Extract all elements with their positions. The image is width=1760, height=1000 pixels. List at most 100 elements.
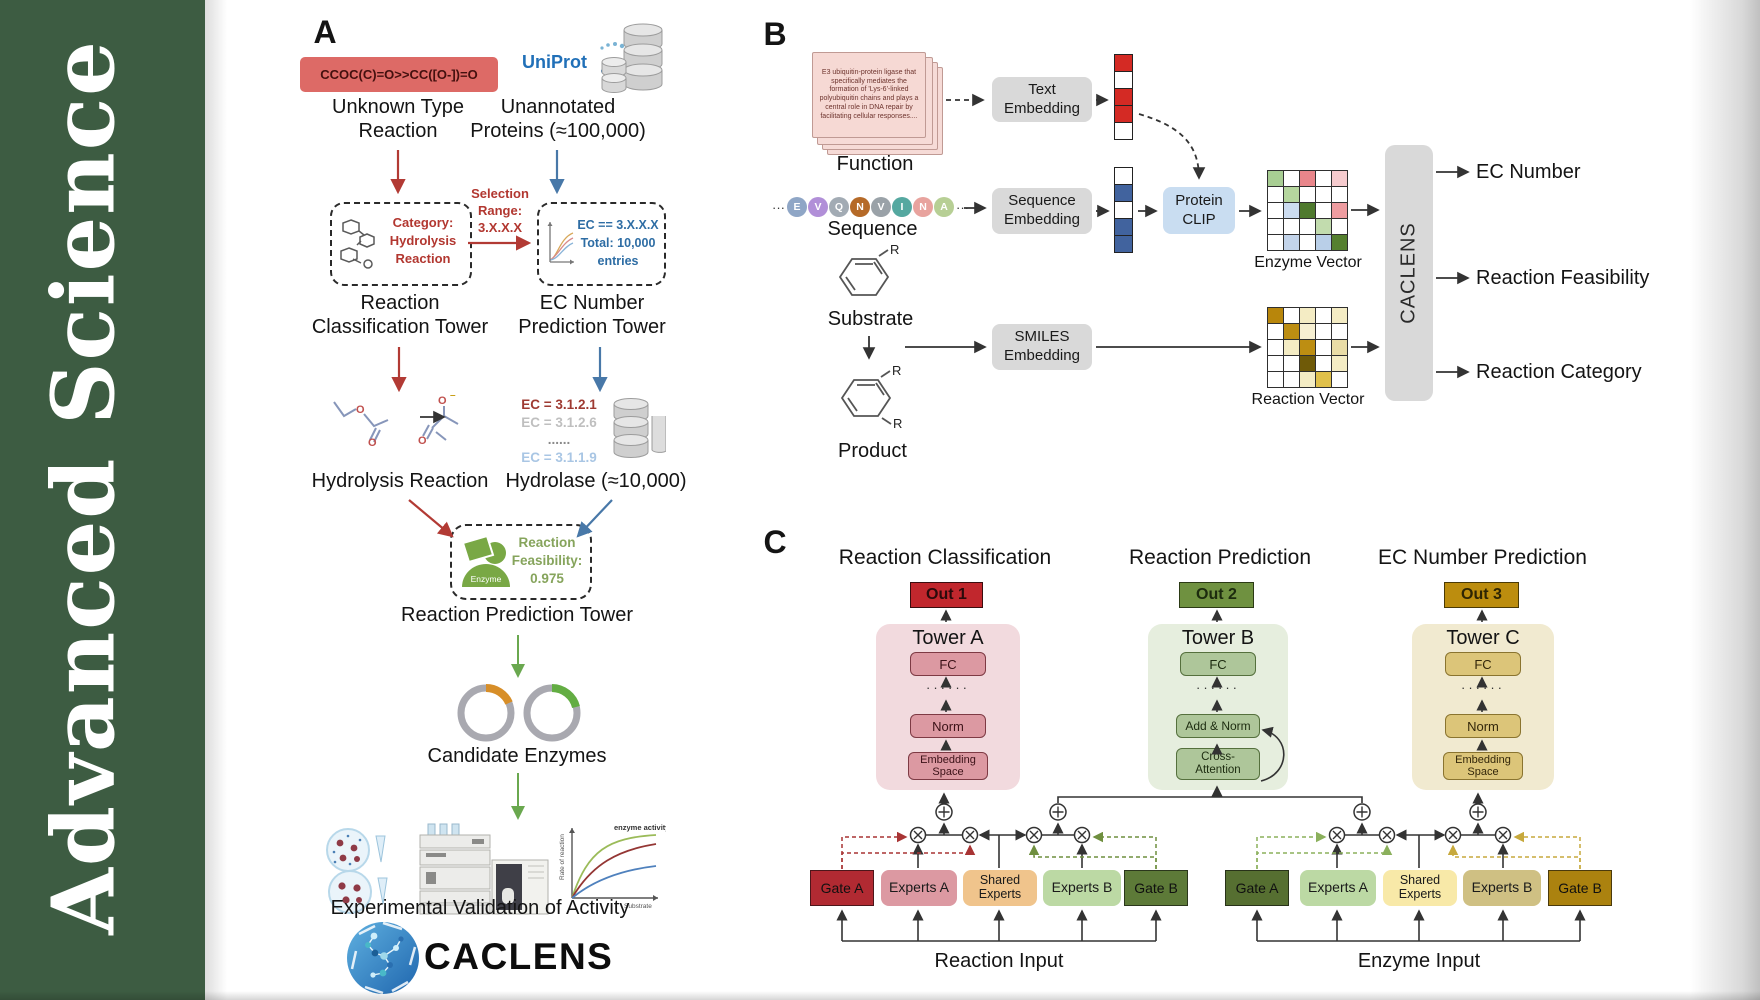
grid-cell	[1282, 233, 1300, 251]
ec-list-item: EC = 3.1.1.9	[521, 449, 597, 465]
moe2-gate-a: Gate A	[1225, 870, 1289, 906]
grid-cell	[1330, 201, 1348, 219]
page-edge-shadow-bottom	[0, 991, 1760, 1000]
grid-cell	[1330, 169, 1348, 187]
uniprot-logo: UniProt	[522, 52, 587, 72]
tower-a-fc: FC	[910, 652, 986, 676]
product-molecule-icon: R R	[840, 364, 902, 430]
grid-cell	[1314, 169, 1332, 187]
reaction-prediction-tower-label: Reaction Prediction Tower	[401, 604, 633, 626]
hydrolase-label: Hydrolase (≈10,000)	[505, 470, 687, 492]
grid-cell	[1298, 169, 1316, 187]
moe1-experts-b: Experts B	[1043, 870, 1121, 906]
svg-text:–: –	[450, 390, 456, 401]
function-cards: E3 ubiquitin-protein ligase that specifi…	[812, 52, 944, 156]
category-label: Category: Hydrolysis Reaction	[389, 215, 457, 267]
tower-c-embedding-space: Embedding Space	[1443, 752, 1523, 780]
amino-acid-chip: E	[787, 197, 807, 217]
reaction-classification-tower-label: Reaction Classification Tower	[311, 292, 489, 338]
smiles-embedding-box: SMILES Embedding	[992, 324, 1092, 370]
grid-cell	[1266, 338, 1284, 356]
vector-cell	[1114, 54, 1133, 72]
grid-cell	[1314, 233, 1332, 251]
tower-c-fc: FC	[1445, 652, 1521, 676]
grid-cell	[1266, 322, 1284, 340]
caclens-wordmark: CACLENS	[424, 936, 614, 977]
selection-range-label: Selection Range: 3.X.X.X	[471, 186, 529, 235]
grid-cell	[1266, 370, 1284, 388]
grid-cell	[1282, 370, 1300, 388]
svg-text:O: O	[418, 435, 427, 447]
grid-cell	[1330, 338, 1348, 356]
ellipsis: ···	[956, 199, 969, 215]
hydrolase-database-icon	[613, 398, 666, 458]
tower-b-add-norm: Add & Norm	[1176, 714, 1260, 738]
moe2-experts-a: Experts A	[1300, 870, 1376, 906]
ec-list-item: ......	[547, 432, 571, 447]
grid-cell	[1266, 354, 1284, 372]
reaction-category-box: Category: Hydrolysis Reaction	[330, 202, 472, 286]
vector-cell	[1114, 122, 1133, 140]
output-reaction-category: Reaction Category	[1476, 361, 1642, 383]
experimental-validation-label: Experimental Validation of Activity	[330, 897, 630, 919]
ec-filter-label: EC == 3.X.X.X Total: 10,000 entries	[577, 218, 659, 269]
ellipsis: ···	[772, 199, 785, 215]
grid-cell	[1298, 306, 1316, 324]
svg-text:O: O	[356, 404, 365, 416]
tower-c-title: Tower C	[1446, 627, 1520, 649]
panel-a-label: A	[313, 14, 337, 50]
grid-cell	[1282, 354, 1300, 372]
grid-cell	[1266, 217, 1284, 235]
candidate-enzymes-label: Candidate Enzymes	[427, 745, 607, 767]
grid-cell	[1298, 185, 1316, 203]
text-embedding-box: Text Embedding	[992, 77, 1092, 122]
vector-cell	[1114, 218, 1133, 236]
ec-list-item: EC = 3.1.2.6	[521, 414, 597, 430]
sidebar-shadow	[205, 0, 227, 1000]
grid-cell	[1298, 233, 1316, 251]
out1-box: Out 1	[910, 582, 983, 608]
unannotated-proteins-label: Unannotated Proteins (≈100,000)	[470, 96, 646, 142]
amino-acid-chip: A	[934, 197, 954, 217]
sequence-embedding-box: Sequence Embedding	[992, 188, 1092, 234]
ec-candidate-list: EC = 3.1.2.1 EC = 3.1.2.6...... EC = 3.1.1…	[516, 396, 602, 466]
tower-a-dots: ······	[926, 680, 970, 695]
protein-clip-box: Protein CLIP	[1163, 187, 1235, 234]
vector-cell	[1114, 88, 1133, 106]
hplc-instrument-icon	[419, 823, 549, 915]
grid-cell	[1266, 201, 1284, 219]
grid-cell	[1282, 169, 1300, 187]
substrate-label: Substrate	[827, 308, 914, 330]
substrate-molecule-icon: R	[838, 244, 899, 296]
vector-cell	[1114, 235, 1133, 253]
caclens-module-box: CACLENS	[1385, 145, 1433, 401]
grid-cell	[1330, 322, 1348, 340]
vector-cell	[1114, 184, 1133, 202]
svg-text:R: R	[890, 244, 899, 257]
tower-c: Tower C FC ······ Norm Embedding Space	[1412, 624, 1554, 790]
amino-acid-chip: N	[850, 197, 870, 217]
moe1-gate-a: Gate A	[810, 870, 874, 906]
grid-cell	[1298, 354, 1316, 372]
svg-text:R: R	[893, 416, 902, 430]
reaction-feasibility-box: Reaction Feasibility: 0.975	[450, 524, 592, 600]
output-ec-number: EC Number	[1476, 161, 1581, 183]
ec-filter-box: EC == 3.X.X.X Total: 10,000 entries	[537, 202, 666, 286]
amino-acid-chip: V	[808, 197, 828, 217]
sequence-embedding-vector	[1114, 167, 1133, 253]
hydrolysis-reaction-label: Hydrolysis Reaction	[311, 470, 489, 492]
grid-cell	[1330, 185, 1348, 203]
ec-list-item: EC = 3.1.2.1	[521, 397, 597, 412]
function-card-front: E3 ubiquitin-protein ligase that specifi…	[812, 52, 926, 138]
grid-cell	[1298, 322, 1316, 340]
grid-cell	[1314, 322, 1332, 340]
grid-cell	[1266, 185, 1284, 203]
enzyme-vector-label: Enzyme Vector	[1254, 254, 1362, 271]
ec-number-prediction-tower-label: EC Number Prediction Tower	[518, 292, 666, 338]
tower-b-fc: FC	[1180, 652, 1256, 676]
vector-cell	[1114, 201, 1133, 219]
add-nodes	[935, 803, 1487, 821]
smiles-text: CCOC(C)=O>>CC([O-])=O	[320, 67, 478, 82]
